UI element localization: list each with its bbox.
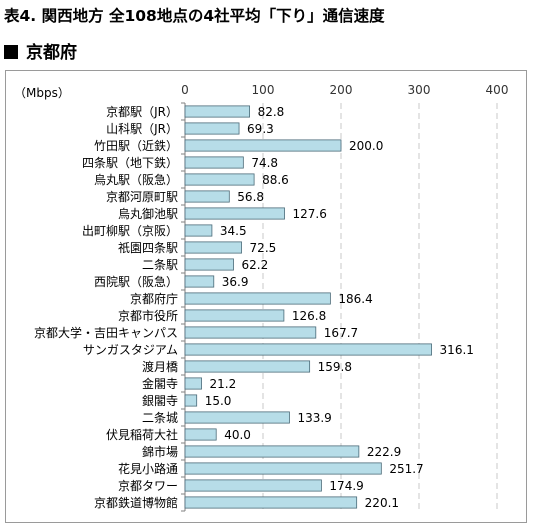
category-label: 京都鉄道博物館 — [94, 495, 178, 510]
category-label: 烏丸御池駅 — [118, 206, 178, 221]
data-label: 40.0 — [224, 428, 251, 442]
bar — [184, 241, 242, 254]
bar — [184, 411, 290, 424]
data-label: 186.4 — [338, 292, 372, 306]
unit-label: （Mbps） — [14, 86, 70, 100]
page-title: 表4. 関西地方 全108地点の4社平均「下り」通信速度 — [4, 7, 385, 25]
data-label: 222.9 — [367, 445, 401, 459]
bar — [184, 343, 432, 356]
category-label: 出町柳駅（京阪） — [82, 224, 178, 238]
bar — [184, 394, 198, 407]
data-label: 36.9 — [222, 275, 249, 289]
bar — [184, 258, 234, 271]
data-label: 82.8 — [258, 105, 285, 119]
data-label: 126.8 — [292, 309, 326, 323]
data-label: 88.6 — [262, 173, 289, 187]
category-label: サンガスタジアム — [83, 343, 178, 357]
section-title-text: 京都府 — [26, 43, 77, 63]
category-label: 西院駅（阪急） — [94, 274, 178, 289]
data-label: 127.6 — [293, 207, 327, 221]
data-label: 74.8 — [251, 156, 278, 170]
data-label: 69.3 — [247, 122, 274, 136]
bar — [184, 190, 230, 203]
square-bullet-icon — [4, 45, 18, 59]
bar — [184, 496, 358, 509]
bar — [184, 428, 217, 441]
bar — [184, 292, 331, 305]
data-label: 62.2 — [242, 258, 269, 272]
data-label: 167.7 — [324, 326, 358, 340]
x-tick-label: 400 — [486, 83, 509, 97]
category-label: 京都駅（JR） — [106, 105, 178, 119]
bar — [184, 445, 360, 458]
category-label: 京都タワー — [118, 479, 178, 493]
x-tick-label: 0 — [181, 83, 189, 97]
category-label: 京都市役所 — [118, 308, 178, 323]
category-label: 伏見稲荷大社 — [106, 427, 178, 442]
bar — [184, 326, 317, 339]
bar — [184, 173, 255, 186]
category-label: 竹田駅（近鉄） — [94, 138, 178, 153]
data-label: 72.5 — [250, 241, 277, 255]
bar — [184, 207, 285, 220]
section-title: 京都府 — [4, 38, 77, 63]
data-label: 15.0 — [205, 394, 232, 408]
category-label: 四条駅（地下鉄） — [82, 155, 178, 170]
category-label: 祇園四条駅 — [118, 241, 178, 255]
bar — [184, 139, 342, 152]
category-label: 京都大学・吉田キャンパス — [34, 325, 178, 340]
data-label: 220.1 — [365, 496, 399, 510]
data-label: 316.1 — [440, 343, 474, 357]
bar — [184, 224, 213, 237]
data-label: 34.5 — [220, 224, 247, 238]
category-label: 烏丸駅（阪急） — [94, 172, 178, 187]
data-label: 174.9 — [329, 479, 363, 493]
bar — [184, 275, 215, 288]
category-label: 京都府庁 — [130, 291, 178, 306]
x-tick-label: 300 — [408, 83, 431, 97]
category-label: 二条駅 — [142, 258, 178, 272]
category-label: 渡月橋 — [142, 359, 178, 374]
data-label: 56.8 — [237, 190, 264, 204]
data-label: 159.8 — [318, 360, 352, 374]
data-label: 133.9 — [297, 411, 331, 425]
chart-frame — [5, 70, 527, 523]
category-label: 錦市場 — [142, 444, 178, 459]
bar — [184, 377, 202, 390]
category-label: 銀閣寺 — [142, 394, 178, 408]
bar — [184, 462, 382, 475]
bar — [184, 479, 322, 492]
bar — [184, 122, 240, 135]
bar — [184, 105, 250, 118]
data-label: 200.0 — [349, 139, 383, 153]
x-tick-label: 200 — [330, 83, 353, 97]
data-label: 21.2 — [210, 377, 237, 391]
category-label: 金閣寺 — [142, 376, 178, 391]
bar — [184, 309, 285, 322]
category-label: 京都河原町駅 — [106, 190, 178, 204]
bar — [184, 156, 244, 169]
data-label: 251.7 — [389, 462, 423, 476]
bar — [184, 360, 311, 373]
x-tick-label: 100 — [252, 83, 275, 97]
category-label: 二条城 — [142, 411, 178, 425]
category-label: 花見小路通 — [118, 461, 178, 476]
category-label: 山科駅（JR） — [106, 122, 178, 136]
